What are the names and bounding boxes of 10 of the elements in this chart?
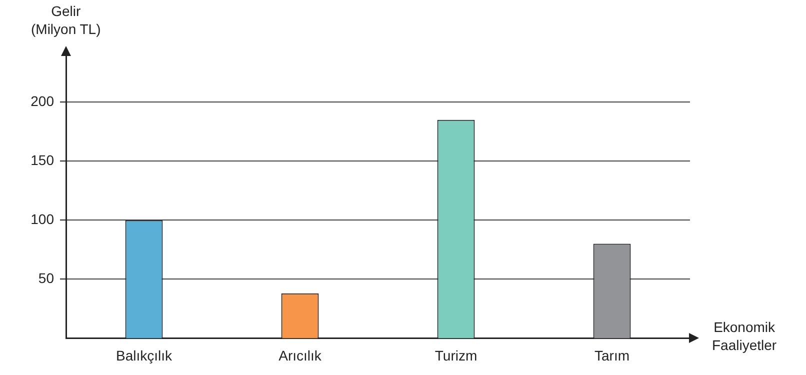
y-tick-label: 100 [30, 211, 54, 228]
y-tick-label: 200 [30, 93, 54, 110]
x-tick-label: Tarım [594, 347, 630, 364]
y-tick-label: 50 [38, 270, 54, 286]
y-tick-label: 150 [30, 152, 54, 168]
y-axis-title: Gelir (Milyon TL) [31, 2, 101, 38]
x-tick-label: Balıkçılık [116, 347, 174, 364]
x-tick-label: Arıcılık [278, 347, 322, 364]
x-axis-title: Ekonomik Faaliyetler [712, 318, 777, 354]
x-tick-label: Turizm [434, 347, 478, 364]
